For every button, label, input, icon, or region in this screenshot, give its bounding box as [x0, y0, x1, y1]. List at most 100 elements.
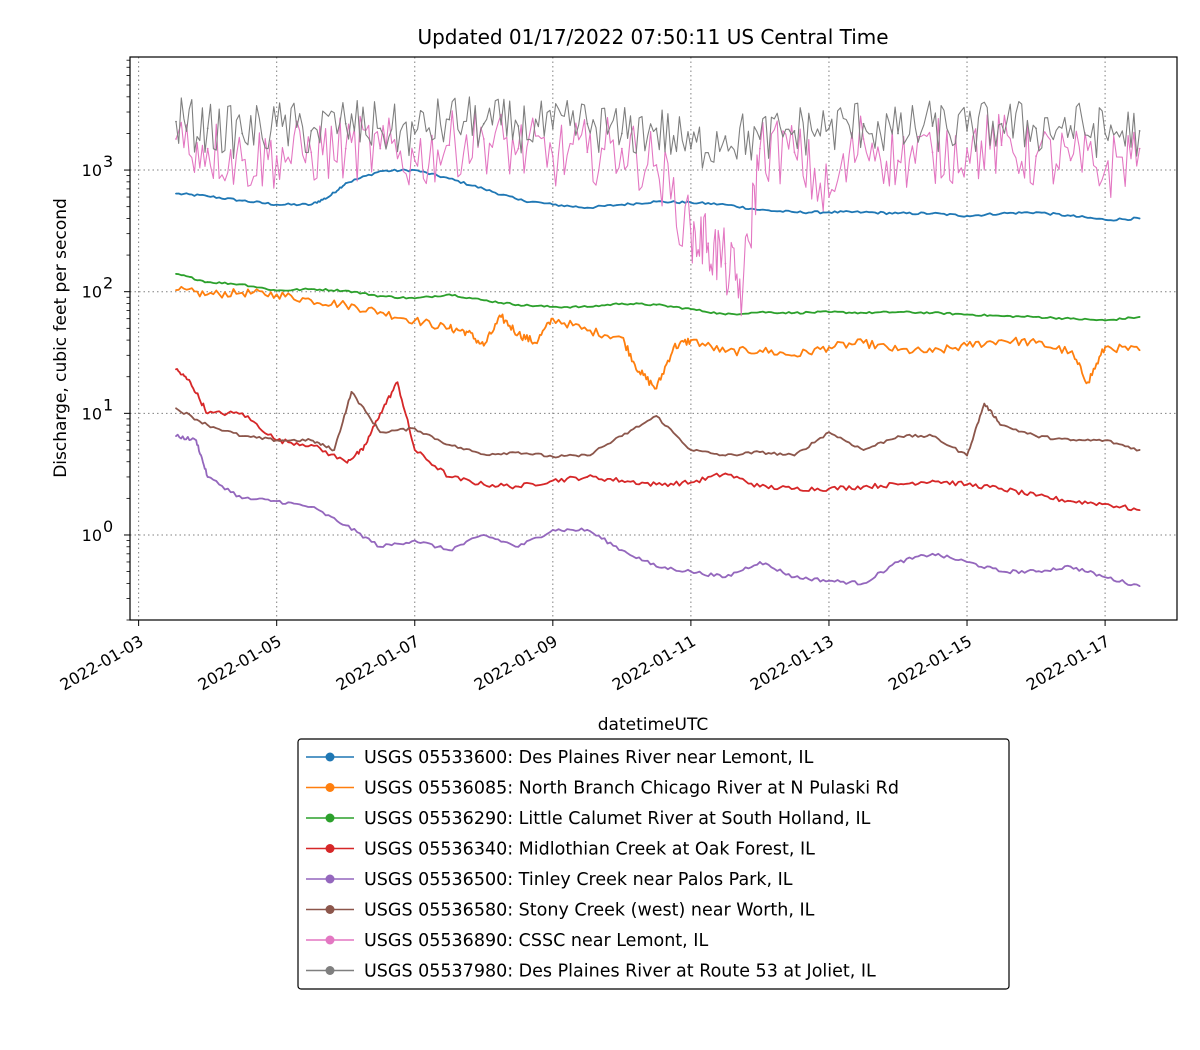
series-7-point	[448, 144, 451, 147]
series-4-point	[620, 479, 623, 482]
series-7-point	[241, 159, 244, 162]
series-6-point	[448, 444, 451, 446]
series-2-point	[897, 349, 899, 352]
series-4-point	[1035, 494, 1037, 497]
series-4-point	[396, 381, 399, 384]
series-4-point	[241, 412, 244, 415]
legend-item: USGS 05536890: CSSC near Lemont, IL	[306, 931, 708, 951]
y-tick-label: 10	[82, 161, 102, 180]
series-8-point	[206, 127, 209, 130]
series-6-point	[1069, 439, 1072, 442]
series-6-point	[310, 439, 313, 442]
series-5-point	[1000, 570, 1003, 573]
series-4-point	[551, 479, 554, 482]
series-3-point	[175, 273, 177, 275]
series-3-point	[620, 302, 623, 305]
series-8-point	[1104, 132, 1106, 135]
series-7-point	[1035, 155, 1037, 158]
series-5-point	[275, 500, 278, 502]
series-4-point	[759, 485, 761, 488]
series-4-point	[655, 483, 658, 486]
series-4-point	[206, 412, 209, 415]
series-3-point	[655, 303, 658, 306]
chart-title: Updated 01/17/2022 07:50:11 US Central T…	[417, 25, 888, 49]
series-8-point	[241, 132, 244, 135]
legend-item: USGS 05536340: Midlothian Creek at Oak F…	[306, 840, 815, 860]
series-2-point	[638, 370, 641, 373]
series-7-point	[551, 155, 554, 158]
series-1-point	[206, 195, 209, 198]
series-2-point	[241, 291, 244, 294]
x-tick-label: 2022-01-07	[333, 631, 423, 694]
series-1-point	[689, 201, 692, 204]
series-1-point	[344, 182, 347, 185]
legend-marker-swatch	[325, 966, 335, 975]
series-4-point	[310, 444, 313, 446]
series-6-point	[275, 439, 278, 442]
series-2-point	[689, 339, 692, 342]
series-7-point	[741, 290, 744, 293]
series-4-point	[586, 476, 589, 478]
series-6-line	[175, 391, 1141, 459]
series-4-point	[862, 485, 865, 488]
series-2-point	[862, 341, 865, 344]
legend-marker-swatch	[325, 813, 335, 823]
series-3-point	[482, 299, 485, 302]
series-6-point	[482, 453, 485, 456]
series-5-point	[448, 549, 451, 552]
series-5-point	[759, 561, 761, 563]
series-6-point	[379, 431, 382, 434]
series-1-point	[1035, 211, 1037, 214]
series-8-point	[413, 132, 416, 135]
series-7-point	[897, 159, 899, 162]
series-1-point	[966, 214, 968, 217]
series-1-point	[448, 177, 451, 180]
legend-label: USGS 05536500: Tinley Creek near Palos P…	[364, 870, 793, 890]
series-5-point	[1138, 585, 1141, 587]
series-3-point	[586, 305, 589, 308]
series-5-point	[551, 529, 554, 531]
series-7-point	[1069, 159, 1072, 162]
series-line-path	[175, 368, 1140, 512]
series-2-point	[1086, 381, 1089, 384]
legend-label: USGS 05536890: CSSC near Lemont, IL	[364, 931, 708, 951]
x-tick-label: 2022-01-15	[885, 631, 975, 694]
series-8-point	[897, 132, 899, 135]
series-1-point	[655, 200, 658, 203]
series-8-point	[862, 122, 865, 125]
series-6-point	[862, 449, 865, 451]
series-6-point	[350, 391, 353, 393]
series-8-point	[551, 127, 554, 130]
series-2-point	[724, 350, 727, 353]
series-2-point	[655, 387, 658, 390]
series-2-point	[534, 341, 537, 344]
series-8-point	[689, 147, 692, 150]
series-4-point	[931, 479, 934, 482]
series-8-point	[379, 127, 382, 130]
series-7-point	[862, 138, 865, 140]
series-2-point	[448, 327, 451, 330]
series-5-point	[793, 576, 796, 579]
series-6-point	[551, 455, 554, 458]
series-3-point	[344, 289, 347, 292]
series-2-point	[931, 350, 934, 353]
series-7-point	[413, 159, 416, 162]
x-tick-label: 2022-01-09	[471, 631, 561, 694]
series-3-point	[759, 311, 761, 313]
series-1-point	[897, 212, 899, 215]
legend-marker-swatch	[325, 844, 335, 853]
series-7-point	[379, 147, 382, 150]
series-3-point	[897, 311, 899, 313]
series-2-point	[1069, 350, 1072, 353]
series-8-point	[1035, 127, 1037, 130]
series-7-point	[966, 147, 968, 150]
series-7-point	[620, 147, 623, 150]
series-8-line	[175, 96, 1141, 169]
series-5-point	[344, 524, 347, 527]
x-tick-label: 2022-01-03	[57, 631, 147, 694]
series-4-point	[724, 472, 727, 475]
series-5-point	[586, 529, 589, 531]
series-8-point	[175, 120, 177, 123]
series-3-point	[1138, 316, 1141, 318]
series-2-point	[1104, 346, 1106, 349]
